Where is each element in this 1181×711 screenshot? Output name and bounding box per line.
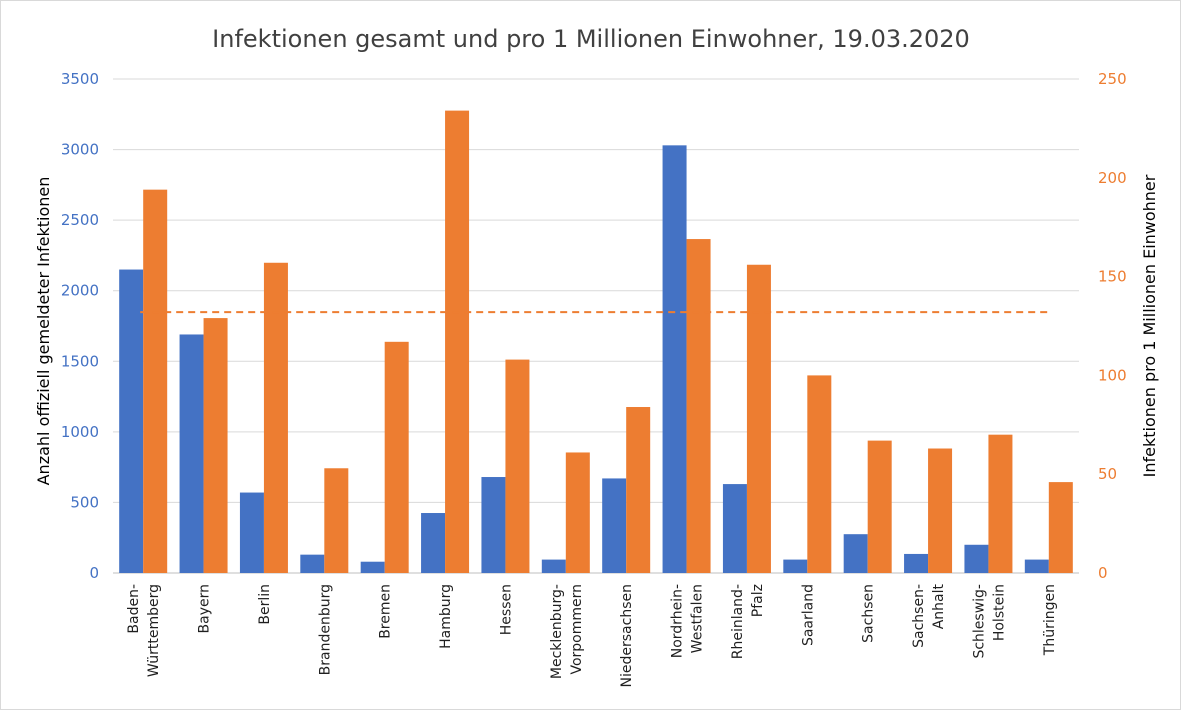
category-label: Holstein (991, 584, 1007, 641)
right-tick-label: 50 (1098, 465, 1117, 483)
left-tick-label: 1500 (61, 352, 99, 370)
category-label: Nordrhein- (670, 584, 686, 658)
left-axis-ticks: 0 500 1000 1500 2000 2500 3000 3500 (61, 70, 99, 582)
bar-left-series (239, 492, 264, 573)
left-tick-label: 2500 (61, 211, 99, 229)
category-label: Rheinland- (730, 584, 746, 659)
bar-left-series (904, 553, 929, 573)
left-axis-title: Anzahl offiziell gemeldeter Infektionen (34, 177, 53, 486)
bars (119, 110, 1073, 573)
category-label: Westfalen (690, 584, 706, 653)
left-tick-label: 1000 (61, 423, 99, 441)
bar-right-series (928, 448, 953, 573)
category-label: Württemberg (146, 584, 162, 677)
left-tick-label: 2000 (61, 282, 99, 300)
category-label: Anhalt (931, 583, 947, 629)
bar-left-series (843, 534, 868, 573)
category-label: Bayern (197, 584, 213, 633)
category-label: Saarland (800, 584, 816, 646)
bar-right-series (445, 110, 470, 573)
bar-right-series (384, 341, 409, 573)
category-label: Sachsen- (911, 584, 927, 648)
bar-left-series (602, 478, 627, 573)
category-label: Mecklenburg- (549, 584, 565, 679)
left-tick-label: 500 (70, 493, 99, 511)
category-label: Thüringen (1042, 584, 1058, 656)
bar-right-series (988, 434, 1013, 573)
bar-right-series (746, 264, 771, 573)
right-tick-label: 250 (1098, 70, 1127, 88)
category-label: Schleswig- (971, 584, 987, 659)
right-axis-ticks: 0 50 100 150 200 250 (1098, 70, 1127, 582)
bar-left-series (119, 269, 144, 573)
category-label: Pfalz (750, 584, 766, 617)
category-labels: Baden- Württemberg Bayern Berlin Brandenburg… (126, 583, 1058, 687)
category-label: Sachsen (861, 584, 877, 643)
category-label: Hessen (498, 584, 514, 635)
bar-right-series (143, 189, 168, 573)
category-label: Vorpommern (569, 584, 585, 675)
bar-right-series (807, 375, 832, 573)
bar-left-series (360, 561, 385, 573)
category-label: Niedersachsen (619, 584, 635, 687)
left-tick-label: 3500 (61, 70, 99, 88)
bar-left-series (421, 513, 446, 573)
category-label: Brandenburg (317, 584, 333, 675)
bar-left-series (722, 484, 747, 573)
bar-right-series (626, 407, 651, 573)
chart-title: Infektionen gesamt und pro 1 Millionen E… (212, 25, 970, 53)
bar-right-series (867, 440, 892, 573)
category-label: Bremen (378, 584, 394, 639)
bar-right-series (324, 468, 349, 573)
category-label: Berlin (257, 584, 273, 625)
right-tick-label: 150 (1098, 268, 1127, 286)
left-tick-label: 3000 (61, 141, 99, 159)
bar-right-series (203, 318, 228, 573)
bar-left-series (964, 544, 989, 573)
bar-right-series (505, 359, 530, 573)
bar-left-series (481, 477, 506, 573)
bar-right-series (1048, 482, 1073, 573)
right-tick-label: 200 (1098, 169, 1127, 187)
bar-left-series (300, 554, 325, 573)
left-tick-label: 0 (89, 564, 99, 582)
bar-right-series (686, 239, 711, 573)
bar-right-series (565, 452, 590, 573)
bar-left-series (783, 559, 808, 573)
right-axis-title: Infektionen pro 1 Millionen Einwohner (1140, 174, 1159, 477)
right-tick-label: 0 (1098, 564, 1108, 582)
bar-right-series (263, 262, 288, 573)
bar-left-series (662, 145, 687, 573)
category-label: Baden- (126, 584, 142, 634)
category-label: Hamburg (438, 584, 454, 649)
right-tick-label: 100 (1098, 366, 1127, 384)
bar-left-series (541, 559, 566, 573)
bar-left-series (1024, 559, 1049, 573)
bar-left-series (179, 334, 204, 573)
